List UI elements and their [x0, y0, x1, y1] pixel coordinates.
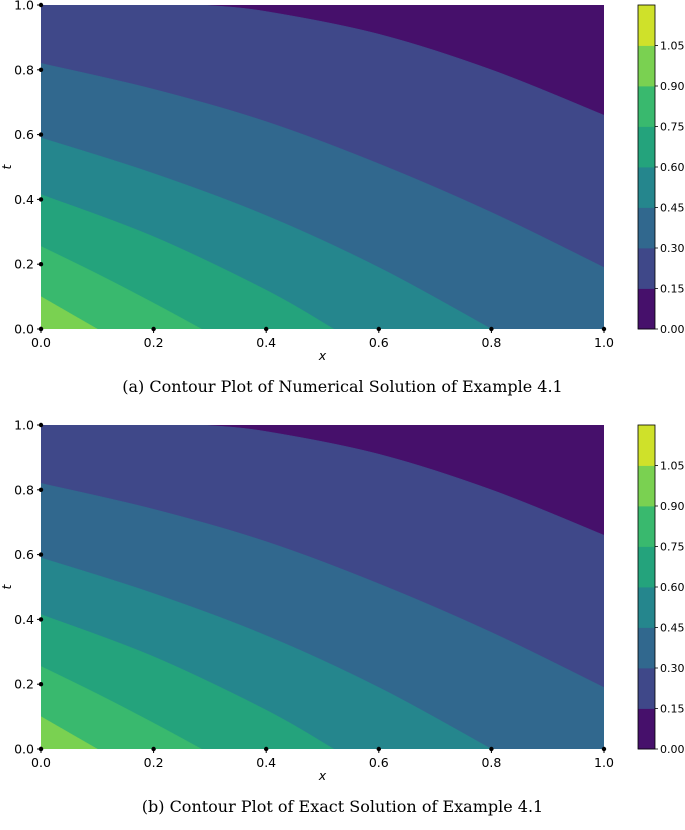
y-tick-dot [38, 487, 44, 492]
y-tick-label: 0.8 [14, 62, 34, 77]
y-tick-dot [38, 746, 44, 752]
colorbar-segment [638, 248, 655, 289]
colorbar-segment [638, 207, 655, 249]
colorbar-label: 0.60 [660, 161, 685, 174]
colorbar-label: 0.75 [660, 121, 685, 134]
y-tick-label: 0.0 [14, 322, 34, 337]
x-tick-dot [601, 326, 607, 332]
y-tick-label: 0.6 [14, 127, 34, 142]
y-tick-label: 0.2 [14, 677, 34, 692]
y-tick-dot [38, 197, 44, 202]
x-tick-label: 1.0 [594, 755, 614, 770]
y-axis-label: t [0, 583, 14, 589]
colorbar-label: 0.60 [660, 581, 685, 594]
contour-fill-group [41, 5, 604, 329]
x-tick-dot [489, 326, 494, 332]
x-tick-label: 0.6 [369, 755, 389, 770]
x-tick-label: 0.4 [256, 335, 276, 350]
colorbar-segment [638, 546, 655, 588]
caption-b: (b) Contour Plot of Exact Solution of Ex… [141, 797, 544, 816]
colorbar-label: 0.15 [660, 703, 685, 716]
x-tick-dot [376, 326, 381, 332]
colorbar-segment [638, 668, 655, 709]
y-axis-label: t [0, 163, 14, 169]
colorbar: 0.00 0.15 0.30 0.45 0.60 0.75 0.90 1.05 [637, 4, 685, 336]
x-tick-label: 1.0 [594, 335, 614, 350]
colorbar-label: 0.90 [660, 80, 685, 93]
contour-band-6 [41, 716, 98, 749]
y-tick-dot [38, 422, 44, 428]
colorbar-segment [638, 627, 655, 669]
colorbar-label: 0.45 [660, 202, 685, 215]
x-axis-label: x [318, 768, 327, 783]
y-tick-dot [38, 552, 44, 557]
contour-panel-a: 0.0 0.2 0.4 0.6 0.8 1.0 0.0 0.2 0.4 0.6 0.8 1.0 x t 0.… [0, 0, 685, 410]
colorbar-segment [638, 126, 655, 168]
colorbar-segment [638, 465, 655, 507]
colorbar-label: 0.45 [660, 622, 685, 635]
contour-plot-b: 0.0 0.2 0.4 0.6 0.8 1.0 0.0 0.2 0.4 0.6 0.8 1.0 x t 0.… [0, 420, 685, 783]
caption-a: (a) Contour Plot of Numerical Solution o… [122, 377, 563, 396]
x-tick-label: 0.4 [256, 755, 276, 770]
x-tick-dot [264, 326, 269, 332]
x-tick-label: 0.2 [144, 755, 164, 770]
y-tick-label: 1.0 [14, 0, 34, 13]
x-axis-label: x [318, 348, 327, 363]
x-tick-dot [601, 746, 607, 752]
colorbar-segment [638, 288, 655, 330]
y-tick-dot [38, 617, 44, 622]
x-tick-label: 0.6 [369, 335, 389, 350]
y-tick-label: 1.0 [14, 420, 34, 433]
y-tick-label: 0.4 [14, 612, 34, 627]
colorbar-label: 0.30 [660, 662, 685, 675]
x-tick-dot [489, 746, 494, 752]
colorbar-segment [638, 587, 655, 628]
x-tick-dot [151, 746, 156, 752]
y-tick-dot [38, 132, 44, 137]
x-tick-dot [376, 746, 381, 752]
x-tick-label: 0.8 [481, 755, 501, 770]
colorbar-label: 0.75 [660, 541, 685, 554]
y-tick-label: 0.2 [14, 257, 34, 272]
contour-band-6 [41, 296, 98, 329]
contour-plot-a: 0.0 0.2 0.4 0.6 0.8 1.0 0.0 0.2 0.4 0.6 0.8 1.0 x t 0.… [0, 0, 685, 363]
y-tick-dot [38, 2, 44, 8]
colorbar-segment [638, 425, 655, 466]
colorbar-label: 0.90 [660, 500, 685, 513]
colorbar-segment [638, 506, 655, 547]
x-tick-dot [151, 326, 156, 332]
contour-band-5 [41, 666, 202, 749]
colorbar-label: 0.00 [660, 323, 685, 336]
y-tick-label: 0.0 [14, 742, 34, 757]
y-tick-label: 0.8 [14, 482, 34, 497]
contour-panel-b: 0.0 0.2 0.4 0.6 0.8 1.0 0.0 0.2 0.4 0.6 0.8 1.0 x t 0.… [0, 420, 685, 830]
colorbar-label: 0.15 [660, 283, 685, 296]
colorbar-segment [638, 167, 655, 208]
contour-band-5 [41, 246, 202, 329]
y-tick-dot [38, 682, 44, 687]
colorbar-segment [638, 708, 655, 750]
colorbar-segment [638, 5, 655, 46]
x-tick-label: 0.2 [144, 335, 164, 350]
x-tick-label: 0.8 [481, 335, 501, 350]
colorbar-label: 1.05 [660, 460, 685, 473]
y-tick-label: 0.4 [14, 192, 34, 207]
y-tick-dot [38, 326, 44, 332]
colorbar-segment [638, 86, 655, 127]
y-tick-dot [38, 67, 44, 73]
x-tick-label: 0.0 [31, 755, 51, 770]
x-tick-label: 0.0 [31, 335, 51, 350]
y-tick-dot [38, 262, 44, 267]
colorbar: 0.00 0.15 0.30 0.45 0.60 0.75 0.90 1.05 [637, 424, 685, 756]
colorbar-segment [638, 45, 655, 87]
colorbar-label: 0.30 [660, 242, 685, 255]
x-tick-dot [264, 746, 269, 752]
contour-fill-group [41, 425, 604, 749]
y-tick-label: 0.6 [14, 547, 34, 562]
colorbar-label: 0.00 [660, 743, 685, 756]
colorbar-label: 1.05 [660, 40, 685, 53]
